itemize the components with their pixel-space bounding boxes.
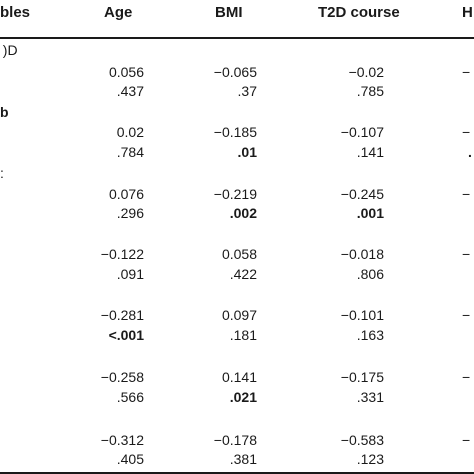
table-cell: −0.281 [100,307,144,323]
table-cell: .296 [116,205,144,221]
table-cell: −0.312 [100,432,144,448]
table-cell: 0.076 [108,186,144,202]
table-cell: − [462,307,471,323]
table-cell: .123 [356,451,384,467]
table-cell: −0.258 [100,369,144,385]
table-cell: −0.122 [100,246,144,262]
row-label-2: b [0,104,9,120]
table-cell: .091 [116,266,144,282]
table-cell: − [462,369,471,385]
table-cell: .405 [116,451,144,467]
table-bottom-rule [0,472,474,474]
table-cell: .437 [116,83,144,99]
table-cell: − [462,246,471,262]
table-cell: − [462,186,471,202]
table-cell: .422 [229,266,257,282]
table-cell: − [462,432,471,448]
header-age: Age [104,4,133,21]
table-cell: .021 [229,389,257,405]
table-cell: .141 [356,144,384,160]
table-cell: 0.02 [116,124,144,140]
table-cell: . [468,144,472,160]
table-cell: .001 [356,205,384,221]
table-cell: .01 [237,144,257,160]
row-label-3: : [0,165,4,181]
table-cell: .784 [116,144,144,160]
table-cell: − [462,124,471,140]
header-bmi: BMI [215,4,243,21]
header-t2d-course: T2D course [318,4,400,21]
row-label-1: )D [0,42,18,58]
table-cell: −0.107 [340,124,384,140]
table-cell: −0.175 [340,369,384,385]
table-cell: .785 [356,83,384,99]
table-cell: .566 [116,389,144,405]
table-cell: −0.178 [213,432,257,448]
table-cell: −0.219 [213,186,257,202]
table-cell: − [462,64,471,80]
table-cell: 0.058 [221,246,257,262]
table-cell: .37 [237,83,257,99]
table-cell: .181 [229,327,257,343]
table-cell: 0.056 [108,64,144,80]
table-cell: −0.065 [213,64,257,80]
table-cell: −0.018 [340,246,384,262]
table-cell: 0.141 [221,369,257,385]
table-cell: −0.185 [213,124,257,140]
table-cell: .163 [356,327,384,343]
header-variables: bles [0,4,31,21]
header-next-column: H [462,4,473,21]
table-top-rule [0,37,474,39]
table-cell: −0.583 [340,432,384,448]
table-cell: −0.02 [348,64,384,80]
table-cell: .381 [229,451,257,467]
table-cell: <.001 [108,327,144,343]
table-cell: .002 [229,205,257,221]
table-cell: −0.245 [340,186,384,202]
table-cell: .331 [356,389,384,405]
table-cell: −0.101 [340,307,384,323]
table-cell: .806 [356,266,384,282]
table-cell: 0.097 [221,307,257,323]
